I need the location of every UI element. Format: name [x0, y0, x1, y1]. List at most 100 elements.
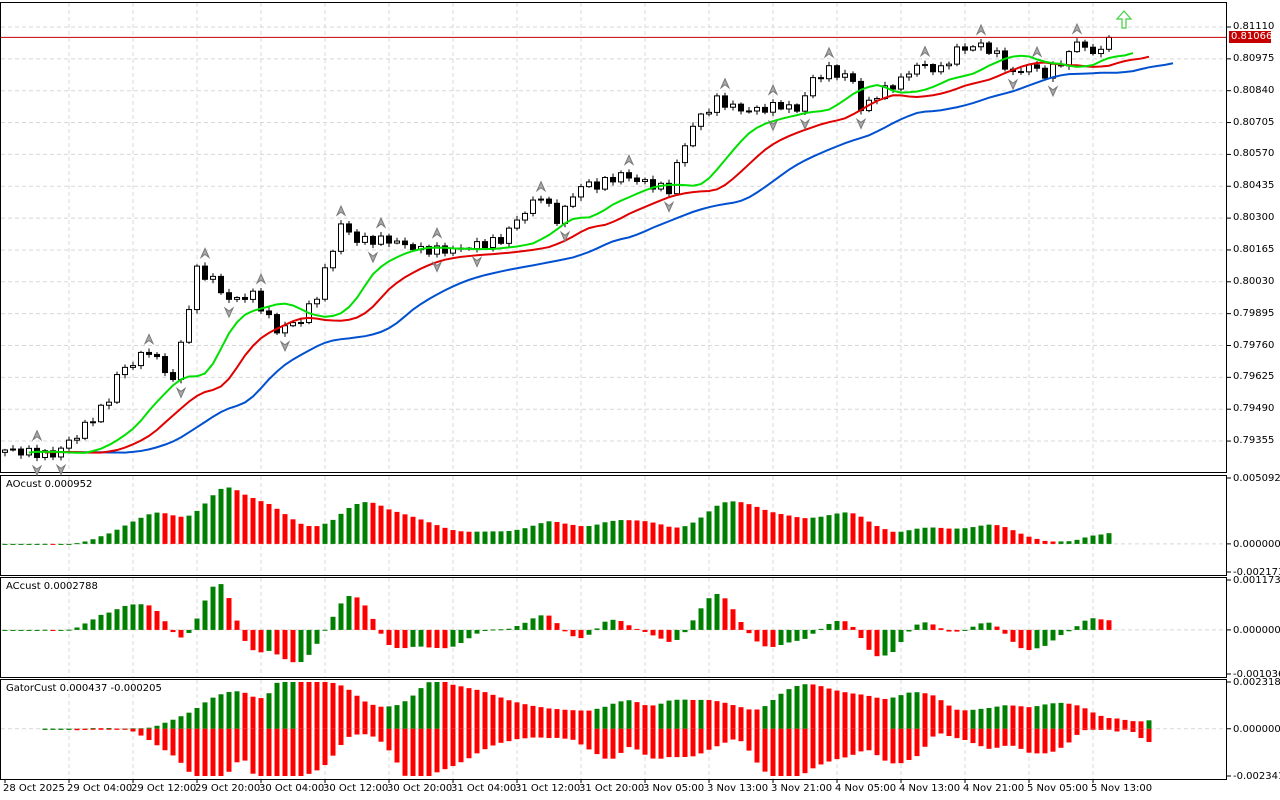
candle-body: [714, 95, 720, 113]
ac-histogram-bar: [890, 629, 896, 653]
gator-histogram-bar: [338, 685, 344, 729]
gator-histogram-bar: [922, 693, 928, 729]
gator-histogram-bar: [690, 728, 696, 757]
candle-body: [522, 212, 528, 221]
ao-histogram-bar: [810, 517, 816, 544]
gator-histogram-bar: [370, 728, 376, 737]
gator-histogram-bar: [274, 728, 280, 776]
ac-histogram-bar: [266, 629, 272, 651]
gator-histogram-bar: [1034, 706, 1040, 729]
candle-body: [538, 198, 544, 201]
gator-histogram-bar: [858, 728, 864, 752]
gator-histogram-bar: [250, 696, 256, 729]
candle-body: [66, 439, 72, 449]
fractal-down-icon: [855, 117, 867, 130]
ao-histogram-bar: [218, 488, 224, 544]
gator-histogram-bar: [418, 728, 424, 776]
ac-histogram-bar: [610, 619, 616, 630]
gator-histogram-bar: [218, 694, 224, 729]
candle-body: [666, 182, 672, 195]
ao-histogram-bar: [1042, 540, 1048, 544]
candle-body: [146, 351, 152, 355]
gator-histogram-bar: [1074, 705, 1080, 729]
ac-histogram-bar: [962, 629, 968, 631]
ac-histogram-bar: [210, 586, 216, 630]
ac-histogram-bar: [130, 604, 136, 630]
ao-histogram-bar: [1066, 541, 1072, 544]
time-axis-label: 30 Oct 04:00: [259, 783, 325, 794]
price-axis-label: 0.80165: [1233, 243, 1275, 255]
gator-histogram-bar: [458, 728, 464, 763]
gator-histogram-bar: [394, 728, 400, 763]
gator-histogram-bar: [410, 695, 416, 729]
gator-histogram-bar: [522, 704, 528, 729]
gator-histogram-bar: [298, 682, 304, 729]
gator-histogram-bar: [450, 684, 456, 729]
candle-body: [514, 219, 520, 229]
ao-axis-label: -0.002173: [1233, 567, 1280, 578]
ac-histogram-bar: [1098, 619, 1104, 630]
ao-histogram-bar: [602, 522, 608, 544]
ac-histogram-bar: [522, 622, 528, 630]
ac-histogram-bar: [362, 605, 368, 630]
ac-histogram-bar: [26, 629, 32, 631]
ac-histogram-bar: [714, 593, 720, 630]
ac-histogram-bar: [482, 629, 488, 631]
gator-histogram-bar: [330, 728, 336, 756]
gator-histogram-bar: [538, 707, 544, 729]
price-axis-label: 0.80300: [1233, 212, 1275, 224]
ao-histogram-bar: [618, 520, 624, 544]
gator-histogram-bar: [1074, 728, 1080, 735]
ao-histogram-bar: [762, 509, 768, 544]
buy-signal-arrow-icon: [1115, 10, 1133, 29]
ao-histogram-bar: [770, 512, 776, 544]
gator-histogram-bar: [706, 728, 712, 750]
ac-histogram-bar: [674, 629, 680, 640]
time-axis-label: 3 Nov 05:00: [643, 783, 705, 794]
ao-histogram-bar: [66, 543, 72, 545]
candle-body: [650, 179, 656, 190]
gator-histogram-bar: [834, 728, 840, 760]
gator-histogram-bar: [562, 728, 568, 739]
gator-histogram-bar: [482, 692, 488, 729]
gator-histogram-bar: [666, 700, 672, 729]
ao-histogram-bar: [298, 523, 304, 544]
gator-histogram-bar: [490, 694, 496, 729]
gator-histogram-bar: [970, 728, 976, 744]
candle-body: [354, 231, 360, 243]
ac-histogram-bar: [586, 629, 592, 635]
price-axis-label: 0.79760: [1233, 339, 1275, 351]
gator-histogram-bar: [706, 699, 712, 729]
gator-histogram-bar: [258, 728, 264, 776]
gator-histogram-bar: [954, 709, 960, 729]
ac-histogram-bar: [378, 629, 384, 634]
gator-histogram-bar: [586, 728, 592, 750]
fractal-up-icon: [719, 77, 731, 90]
candle-body: [850, 73, 856, 82]
gator-histogram-bar: [746, 709, 752, 729]
gator-histogram-bar: [786, 728, 792, 776]
price-axis-label: 0.81110: [1233, 21, 1275, 32]
ac-histogram-bar: [226, 598, 232, 630]
gator-histogram-bar: [218, 728, 224, 776]
gator-histogram-bar: [906, 728, 912, 760]
candle-body: [2, 449, 8, 453]
candle-body: [986, 42, 992, 54]
candle-body: [426, 245, 432, 255]
candle-body: [378, 235, 384, 245]
ao-histogram-bar: [154, 512, 160, 544]
ac-histogram-bar: [986, 622, 992, 630]
ao-histogram-bar: [1082, 537, 1088, 544]
candle-body: [338, 223, 344, 252]
candle-body: [834, 65, 840, 78]
gator-histogram-bar: [890, 728, 896, 764]
ac-histogram-bar: [354, 597, 360, 630]
gator-histogram-bar: [58, 728, 64, 730]
candle-body: [762, 106, 768, 113]
gator-histogram-bar: [274, 682, 280, 729]
candle-body: [698, 113, 704, 127]
gator-histogram-bar: [314, 728, 320, 771]
ao-histogram-bar: [106, 533, 112, 544]
gator-histogram-bar: [954, 728, 960, 739]
